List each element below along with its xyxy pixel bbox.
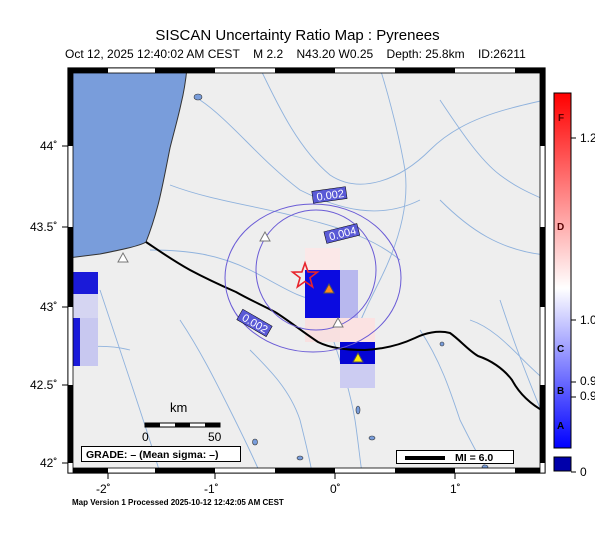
station-triangle-icon: [352, 351, 364, 363]
contour-label-outer-top: 0.002: [316, 188, 345, 204]
scale-bar-unit: km: [170, 400, 188, 415]
coastline: [68, 68, 188, 259]
lat-label-43-5: 43.5˚: [30, 220, 58, 234]
axis-ticks: [62, 145, 456, 479]
colorbar-grade-a: A: [557, 421, 565, 432]
map-version-footer: Map Version 1 Processed 2025-10-12 12:42…: [72, 498, 284, 507]
lon-label-minus-1: -1˚: [204, 482, 219, 496]
colorbar-grade-d: D: [557, 222, 565, 233]
epicenter-star-icon[interactable]: [290, 260, 320, 289]
grade-box: GRADE: – (Mean sigma: –): [81, 446, 241, 462]
lon-label-minus-2: -2˚: [96, 482, 111, 496]
colorbar-value-0-9b: 0.9: [580, 389, 595, 403]
mi-legend-bar: [405, 456, 445, 460]
station-triangle-icon: [323, 282, 335, 294]
mi-legend: MI = 6.0: [396, 450, 514, 464]
station-triangle-icon: [259, 230, 271, 242]
lon-label-0: 0˚: [330, 482, 341, 496]
colorbar-value-0-9a: 0.9: [580, 374, 595, 388]
lat-label-42: 42˚: [40, 456, 58, 470]
map-frame: [67, 67, 546, 474]
stations: [117, 230, 364, 363]
event-id: ID:26211: [477, 47, 526, 61]
lat-label-42-5: 42.5˚: [30, 378, 58, 392]
event-location: N43.20 W0.25: [296, 47, 374, 61]
station-triangle-icon: [332, 316, 344, 328]
scale-bar-start: 0: [142, 430, 149, 444]
uncertainty-contours: [224, 203, 402, 353]
scale-bar-end: 50: [208, 430, 222, 444]
event-date: Oct 12, 2025 12:40:02 AM CEST: [65, 47, 240, 61]
colorbar-grade-c: C: [557, 344, 565, 355]
event-depth: Depth: 25.8km: [386, 47, 465, 61]
colorbar-value-1-2: 1.2: [580, 131, 595, 145]
mi-legend-label: MI = 6.0: [455, 452, 494, 464]
event-magnitude: M 2.2: [253, 47, 284, 61]
scale-bar: [144, 422, 221, 428]
event-info: Oct 12, 2025 12:40:02 AM CEST M 2.2 N43.…: [60, 47, 530, 61]
colorbar-grade-f: F: [558, 113, 565, 124]
station-triangle-icon: [117, 251, 129, 263]
colorbar-value-1-0: 1.0: [580, 313, 595, 327]
country-border: [145, 241, 545, 413]
ocean-bay-of-biscay: [68, 68, 187, 258]
lon-label-1: 1˚: [450, 482, 461, 496]
map-title: SISCAN Uncertainty Ratio Map : Pyrenees: [155, 27, 440, 44]
colorbar-grade-b: B: [557, 386, 565, 397]
colorbar: [553, 92, 576, 473]
lat-label-44: 44˚: [40, 139, 58, 153]
colorbar-value-0: 0: [580, 465, 587, 479]
map-area[interactable]: 0.002 0.004 0.002: [68, 68, 545, 473]
lat-label-43: 43˚: [40, 300, 58, 314]
